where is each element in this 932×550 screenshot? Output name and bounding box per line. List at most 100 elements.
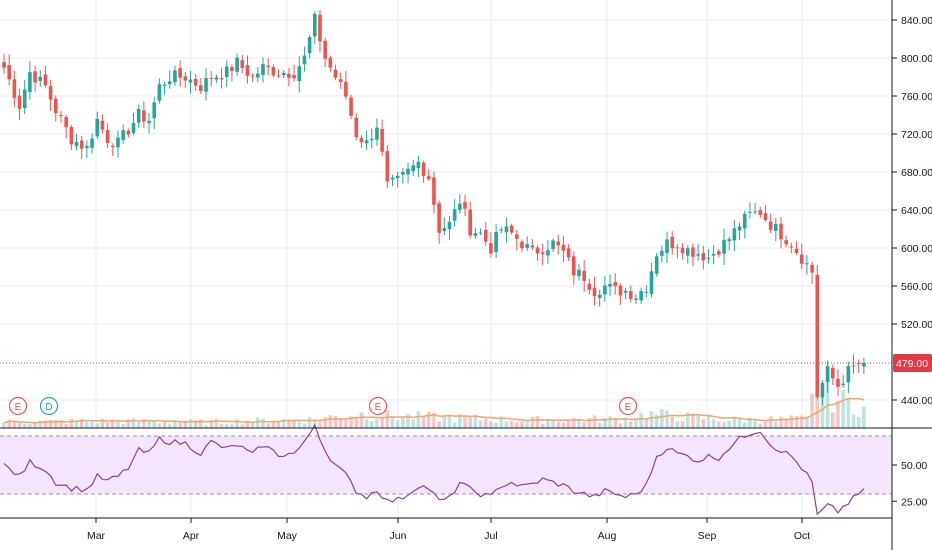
candle-body (836, 378, 840, 387)
time-axis: Mar Apr May Jun Jul Aug Sep Oct (87, 518, 810, 542)
candle-body (22, 89, 27, 109)
candle-body (831, 367, 835, 379)
volume-bar (199, 419, 203, 428)
volume-bar (561, 422, 566, 428)
candle-body (696, 254, 700, 256)
volume-bars (2, 375, 866, 428)
candle-body (178, 68, 182, 78)
candle-body (395, 175, 400, 179)
candle-body (74, 141, 79, 147)
last-price-label: 479.00 (893, 353, 932, 372)
volume-bar (784, 418, 788, 428)
volume-bar (577, 419, 581, 428)
volume-bar (675, 421, 680, 428)
volume-bar (841, 389, 845, 428)
volume-bar (789, 415, 794, 428)
volume-bar (628, 421, 633, 428)
volume-bar (758, 423, 763, 428)
volume-bar (566, 419, 571, 428)
candle-body (856, 363, 861, 365)
volume-bar (504, 421, 509, 428)
volume-bar (737, 418, 742, 428)
candle-body (54, 98, 58, 114)
candle-body (494, 231, 498, 253)
earnings-marker[interactable]: E (8, 396, 28, 416)
volume-bar (623, 418, 628, 428)
price-tick-label: 720.00 (901, 129, 932, 141)
candle-body (820, 382, 825, 398)
earnings-marker[interactable]: E (368, 396, 388, 416)
volume-bar (597, 422, 602, 428)
candle-body (230, 66, 234, 71)
volume-bar (364, 419, 369, 428)
volume-bar (831, 412, 835, 428)
candle-body (426, 176, 431, 180)
candle-body (121, 130, 125, 140)
candle-body (608, 283, 612, 287)
event-label: E (375, 402, 382, 413)
candle-body (292, 75, 296, 79)
volume-bar (613, 418, 618, 428)
volume-bar (618, 423, 623, 428)
dividend-marker[interactable]: D (39, 396, 59, 416)
volume-bar (250, 422, 255, 428)
volume-bar (825, 375, 830, 428)
candle-body (572, 256, 576, 276)
volume-bar (33, 422, 37, 428)
candle-body (79, 140, 84, 149)
candle-body (147, 120, 151, 124)
volume-bar (17, 423, 22, 428)
candle-body (43, 74, 48, 86)
candle-body (701, 253, 706, 261)
candle-body (685, 248, 690, 256)
candle-body (188, 79, 193, 83)
volume-bar (768, 416, 773, 428)
candle-body (344, 81, 348, 97)
candle-body (183, 76, 188, 81)
candle-body (323, 40, 327, 59)
time-tick-label: Apr (183, 530, 200, 542)
candle-body (623, 290, 628, 293)
volume-bar (375, 418, 379, 428)
time-tick-label: Jul (484, 530, 497, 542)
candle-body (193, 78, 198, 86)
volume-bar (173, 421, 177, 428)
candle-body (546, 250, 550, 256)
volume-bar (582, 422, 586, 428)
candle-body (131, 122, 136, 133)
candle-body (805, 263, 809, 265)
volume-bar (556, 421, 561, 428)
volume-bar (287, 419, 291, 428)
candle-body (825, 366, 830, 383)
candle-body (256, 73, 260, 78)
volume-bar (333, 415, 338, 428)
volume-bar (805, 416, 809, 428)
volume-bar (587, 418, 592, 428)
candle-body (489, 243, 493, 254)
price-tick-label: 560.00 (901, 281, 932, 293)
volume-bar (344, 418, 348, 428)
candle-body (90, 138, 94, 148)
volume-bar (799, 415, 804, 428)
price-tick-label: 840.00 (901, 15, 932, 27)
volume-bar (354, 417, 359, 428)
candle-body (789, 246, 794, 248)
volume-bar (338, 419, 343, 428)
earnings-marker[interactable]: E (618, 396, 638, 416)
candle-body (224, 66, 229, 78)
candle-body (235, 57, 239, 72)
volume-bar (432, 412, 436, 428)
event-label: D (45, 402, 52, 413)
candle-body (483, 229, 488, 242)
volume-bar (717, 421, 721, 428)
candle-body (204, 78, 208, 92)
candle-body (810, 264, 814, 273)
volume-bar (478, 420, 483, 428)
candle-body (748, 211, 752, 213)
volume-bar (369, 421, 374, 428)
volume-bar (157, 423, 162, 428)
candle-body (152, 102, 157, 119)
candle-body (369, 138, 374, 141)
candle-body (509, 225, 514, 233)
